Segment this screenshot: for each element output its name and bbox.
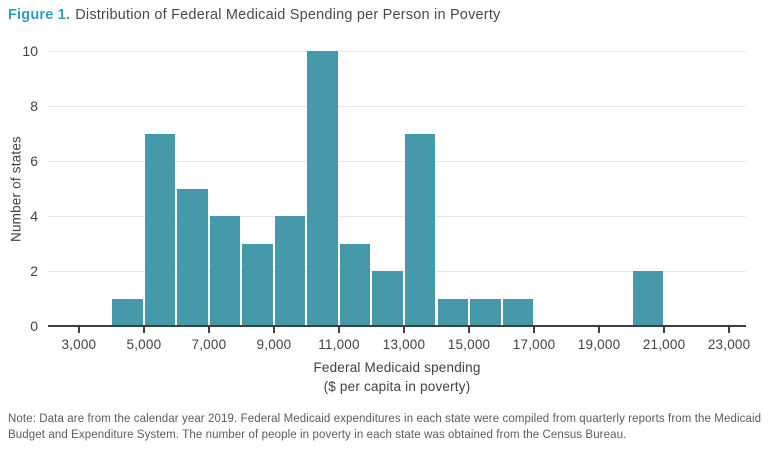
x-tick-17000 <box>533 327 536 333</box>
x-tick-label-21000: 21,000 <box>642 337 686 352</box>
histogram-bar-20000 <box>632 271 664 326</box>
gridline-y-10 <box>48 50 746 52</box>
x-axis-label: Federal Medicaid spending ($ per capita … <box>48 359 746 397</box>
x-tick-label-5000: 5,000 <box>126 337 162 352</box>
note-text: Note: Data are from the calendar year 20… <box>8 411 764 444</box>
histogram-bar-7000 <box>209 216 241 326</box>
histogram-bar-6000 <box>177 188 208 326</box>
x-tick-23000 <box>728 327 731 333</box>
x-tick-label-13000: 13,000 <box>382 337 426 352</box>
y-tick-label-8: 8 <box>30 98 38 114</box>
histogram-bar-4000 <box>112 298 143 326</box>
figure-number: Figure 1. <box>8 7 71 23</box>
y-tick-label-6: 6 <box>30 153 38 169</box>
histogram-bar-12000 <box>372 271 403 326</box>
x-tick-label-11000: 11,000 <box>318 337 360 352</box>
x-tick-label-9000: 9,000 <box>256 337 292 352</box>
x-tick-label-17000: 17,000 <box>512 337 556 352</box>
histogram-bar-10000 <box>307 51 338 326</box>
x-tick-5000 <box>142 327 145 333</box>
x-tick-19000 <box>598 327 601 333</box>
histogram-bar-5000 <box>144 133 176 326</box>
x-tick-label-3000: 3,000 <box>61 337 97 352</box>
x-tick-label-7000: 7,000 <box>191 337 227 352</box>
histogram-bar-9000 <box>274 216 306 326</box>
plot-area: 0 2 4 6 8 10 3,000 5,000 7,000 9,000 11,000 13,000 1… <box>22 44 750 352</box>
x-tick-label-19000: 19,000 <box>577 337 621 352</box>
x-tick-11000 <box>337 327 340 333</box>
x-tick-15000 <box>468 327 470 333</box>
gridline-y-8 <box>48 105 746 107</box>
x-tick-label-23000: 23,000 <box>707 337 751 352</box>
histogram-bar-8000 <box>242 243 273 326</box>
note-line2: Budget and Expenditure System. The numbe… <box>8 429 627 442</box>
figure-title: Figure 1. Distribution of Federal Medicai… <box>8 7 501 23</box>
x-axis-line <box>48 325 746 327</box>
y-tick-label-10: 10 <box>22 43 38 59</box>
histogram-bar-14000 <box>437 298 468 326</box>
y-axis-label: Number of states <box>8 136 24 242</box>
x-tick-label-15000: 15,000 <box>447 337 491 352</box>
gridline-y-4 <box>48 215 746 217</box>
x-tick-13000 <box>402 327 405 333</box>
histogram-bar-16000 <box>502 298 534 326</box>
note-line1: Note: Data are from the calendar year 20… <box>8 413 762 425</box>
y-tick-label-4: 4 <box>30 208 38 224</box>
x-tick-7000 <box>207 327 210 333</box>
x-axis-label-line2: ($ per capita in poverty) <box>323 378 471 394</box>
x-tick-9000 <box>272 327 275 333</box>
y-tick-label-2: 2 <box>30 263 38 279</box>
gridline-y-6 <box>48 160 746 162</box>
y-tick-label-0: 0 <box>30 318 38 334</box>
histogram-bar-11000 <box>339 243 371 326</box>
x-tick-3000 <box>77 327 80 333</box>
x-axis-label-line1: Federal Medicaid spending <box>313 360 481 375</box>
histogram-bar-15000 <box>470 298 501 326</box>
x-tick-21000 <box>663 327 666 333</box>
figure-title-text: Distribution of Federal Medicaid Spendin… <box>75 7 501 23</box>
histogram-bar-13000 <box>404 133 436 326</box>
